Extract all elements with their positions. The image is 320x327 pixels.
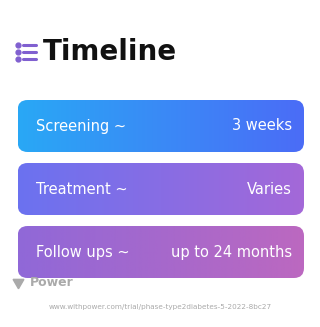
- Text: Screening ~: Screening ~: [36, 118, 126, 133]
- Text: Follow ups ~: Follow ups ~: [36, 245, 129, 260]
- Text: Treatment ~: Treatment ~: [36, 181, 127, 197]
- Text: www.withpower.com/trial/phase-type2diabetes-5-2022-8bc27: www.withpower.com/trial/phase-type2diabe…: [48, 304, 272, 310]
- Text: 3 weeks: 3 weeks: [232, 118, 292, 133]
- Text: Power: Power: [30, 276, 74, 288]
- Text: Timeline: Timeline: [43, 38, 177, 66]
- Text: up to 24 months: up to 24 months: [171, 245, 292, 260]
- FancyBboxPatch shape: [18, 163, 304, 215]
- FancyBboxPatch shape: [18, 226, 304, 278]
- FancyBboxPatch shape: [18, 100, 304, 152]
- Text: Varies: Varies: [247, 181, 292, 197]
